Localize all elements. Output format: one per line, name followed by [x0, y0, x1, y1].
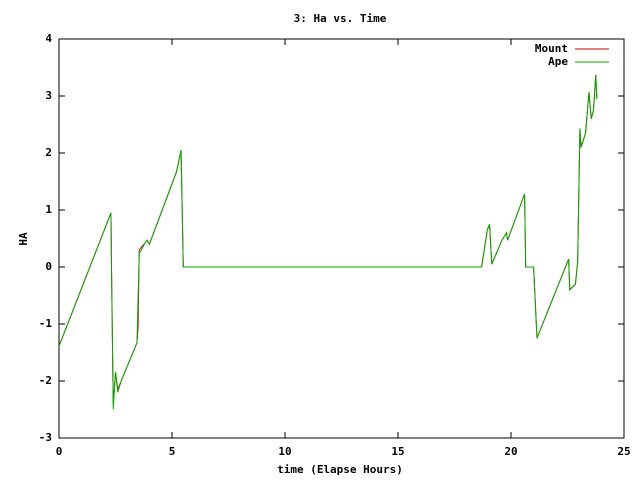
- y-axis-label: HA: [17, 232, 30, 246]
- y-tick-label: -2: [39, 374, 52, 387]
- data-line: [58, 74, 598, 410]
- legend-label: Ape: [548, 55, 568, 68]
- x-tick-label: 0: [56, 445, 63, 458]
- y-tick-label: -3: [39, 431, 52, 444]
- y-tick-label: 3: [45, 89, 52, 102]
- y-tick-label: 2: [45, 146, 52, 159]
- data-line: [58, 74, 598, 404]
- x-tick-label: 15: [391, 445, 404, 458]
- y-tick-label: 0: [45, 260, 52, 273]
- x-tick-label: 5: [169, 445, 176, 458]
- y-tick-label: 4: [45, 32, 52, 45]
- legend-label: Mount: [535, 42, 568, 55]
- plot-border: [58, 38, 625, 439]
- y-tick-label: 1: [45, 203, 52, 216]
- chart-title: 3: Ha vs. Time: [294, 12, 387, 25]
- x-tick-label: 10: [278, 445, 291, 458]
- y-tick-label: -1: [39, 317, 53, 330]
- x-tick-label: 20: [504, 445, 517, 458]
- x-axis-label: time (Elapse Hours): [277, 463, 403, 476]
- x-tick-label: 25: [617, 445, 630, 458]
